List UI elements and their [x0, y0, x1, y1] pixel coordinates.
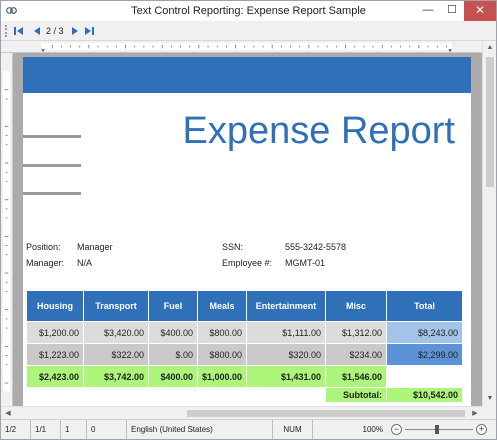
header-band	[23, 57, 471, 93]
status-section: 1/1	[31, 420, 61, 439]
zoom-level: 100%	[362, 425, 383, 434]
zoom-slider-thumb[interactable]	[435, 425, 439, 434]
table-row[interactable]: $1,223.00 $322.00 $.00 $800.00 $320.00 $…	[27, 344, 462, 365]
divider-line	[23, 164, 81, 167]
column-header: Meals	[198, 291, 246, 321]
toolbar-grip-icon[interactable]	[5, 25, 8, 37]
manager-value: N/A	[77, 258, 93, 268]
status-page: 1/2	[1, 420, 31, 439]
first-page-icon[interactable]	[13, 25, 25, 37]
table-cell[interactable]: $1,312.00	[326, 322, 386, 343]
document-area[interactable]: Expense Report Position: Manager Manager…	[13, 53, 482, 406]
column-header: Entertainment	[247, 291, 325, 321]
empty-cell	[198, 388, 246, 402]
divider-line	[23, 192, 81, 195]
report-title: Expense Report	[182, 110, 456, 152]
column-total-cell[interactable]: $1,000.00	[198, 366, 246, 387]
table-cell[interactable]: $3,420.00	[84, 322, 148, 343]
status-language[interactable]: English (United States)	[127, 420, 273, 439]
column-total-cell[interactable]: $1,431.00	[247, 366, 325, 387]
zoom-in-button[interactable]: +	[476, 424, 487, 435]
subtotal-label: Subtotal:	[326, 388, 386, 402]
table-cell[interactable]: $800.00	[198, 344, 246, 365]
table-cell[interactable]: $1,111.00	[247, 322, 325, 343]
employee-label: Employee #:	[222, 258, 273, 268]
close-button[interactable]: ✕	[464, 1, 496, 21]
last-page-icon[interactable]	[83, 25, 95, 37]
horizontal-ruler[interactable]	[1, 41, 482, 53]
column-header: Total	[387, 291, 462, 321]
zoom-out-button[interactable]: −	[391, 424, 402, 435]
table-row[interactable]: $1,200.00 $3,420.00 $400.00 $800.00 $1,1…	[27, 322, 462, 343]
status-bar: 1/2 1/1 1 0 English (United States) NUM …	[1, 419, 496, 439]
scroll-down-icon[interactable]: ▼	[486, 395, 494, 402]
table-cell[interactable]: $234.00	[326, 344, 386, 365]
horizontal-scroll-thumb[interactable]	[187, 410, 465, 417]
document-page[interactable]: Expense Report Position: Manager Manager…	[23, 57, 471, 406]
column-header: Fuel	[149, 291, 197, 321]
table-cell[interactable]: $.00	[149, 344, 197, 365]
previous-page-icon[interactable]	[31, 25, 43, 37]
position-value: Manager	[77, 242, 113, 252]
scroll-up-icon[interactable]: ▲	[486, 44, 494, 51]
maximize-button[interactable]: ☐	[447, 4, 457, 16]
column-header: Misc	[326, 291, 386, 321]
vertical-scrollbar[interactable]: ▲ ▼	[482, 41, 496, 406]
empty-cell	[387, 366, 462, 387]
divider-line	[23, 135, 81, 138]
next-page-icon[interactable]	[69, 25, 81, 37]
ssn-value: 555-3242-5578	[285, 242, 347, 252]
total-cell[interactable]: $2,299.00	[387, 344, 462, 365]
empty-cell	[247, 388, 325, 402]
column-total-cell[interactable]: $1,546.00	[326, 366, 386, 387]
minimize-button[interactable]: —	[422, 4, 434, 16]
table-header-row: Housing Transport Fuel Meals Entertainme…	[27, 291, 462, 321]
scroll-left-icon[interactable]: ◀	[5, 410, 11, 417]
subtotal-value[interactable]: $10,542.00	[387, 388, 462, 402]
subtotal-row[interactable]: Subtotal: $10,542.00	[27, 388, 462, 402]
expense-table[interactable]: Housing Transport Fuel Meals Entertainme…	[26, 290, 463, 403]
status-line: 1	[61, 420, 87, 439]
navigation-toolbar: 2 / 3	[1, 21, 496, 41]
empty-cell	[27, 388, 83, 402]
table-cell[interactable]: $322.00	[84, 344, 148, 365]
zoom-slider[interactable]	[405, 429, 473, 430]
column-total-cell[interactable]: $2,423.00	[27, 366, 83, 387]
window-title: Text Control Reporting: Expense Report S…	[131, 5, 366, 17]
empty-cell	[84, 388, 148, 402]
horizontal-scrollbar[interactable]: ◀ ▶	[1, 406, 482, 419]
column-header: Housing	[27, 291, 83, 321]
column-total-cell[interactable]: $400.00	[149, 366, 197, 387]
vertical-scroll-thumb[interactable]	[486, 57, 494, 187]
status-column: 0	[87, 420, 127, 439]
ssn-label: SSN:	[222, 242, 244, 252]
table-cell[interactable]: $800.00	[198, 322, 246, 343]
table-cell[interactable]: $320.00	[247, 344, 325, 365]
column-total-cell[interactable]: $3,742.00	[84, 366, 148, 387]
scrollbar-corner	[482, 406, 496, 419]
manager-label: Manager:	[26, 258, 65, 268]
employee-value: MGMT-01	[285, 258, 326, 268]
table-cell[interactable]: $1,223.00	[27, 344, 83, 365]
table-cell[interactable]: $400.00	[149, 322, 197, 343]
app-icon	[6, 7, 17, 14]
total-cell[interactable]: $8,243.00	[387, 322, 462, 343]
position-label: Position:	[26, 242, 61, 252]
column-totals-row[interactable]: $2,423.00 $3,742.00 $400.00 $1,000.00 $1…	[27, 366, 462, 387]
empty-cell	[149, 388, 197, 402]
page-indicator: 2 / 3	[46, 26, 64, 36]
vertical-ruler[interactable]	[1, 53, 13, 406]
status-num-lock: NUM	[273, 420, 313, 439]
column-header: Transport	[84, 291, 148, 321]
table-cell[interactable]: $1,200.00	[27, 322, 83, 343]
scroll-right-icon[interactable]: ▶	[472, 410, 478, 417]
title-bar[interactable]: Text Control Reporting: Expense Report S…	[1, 1, 496, 21]
